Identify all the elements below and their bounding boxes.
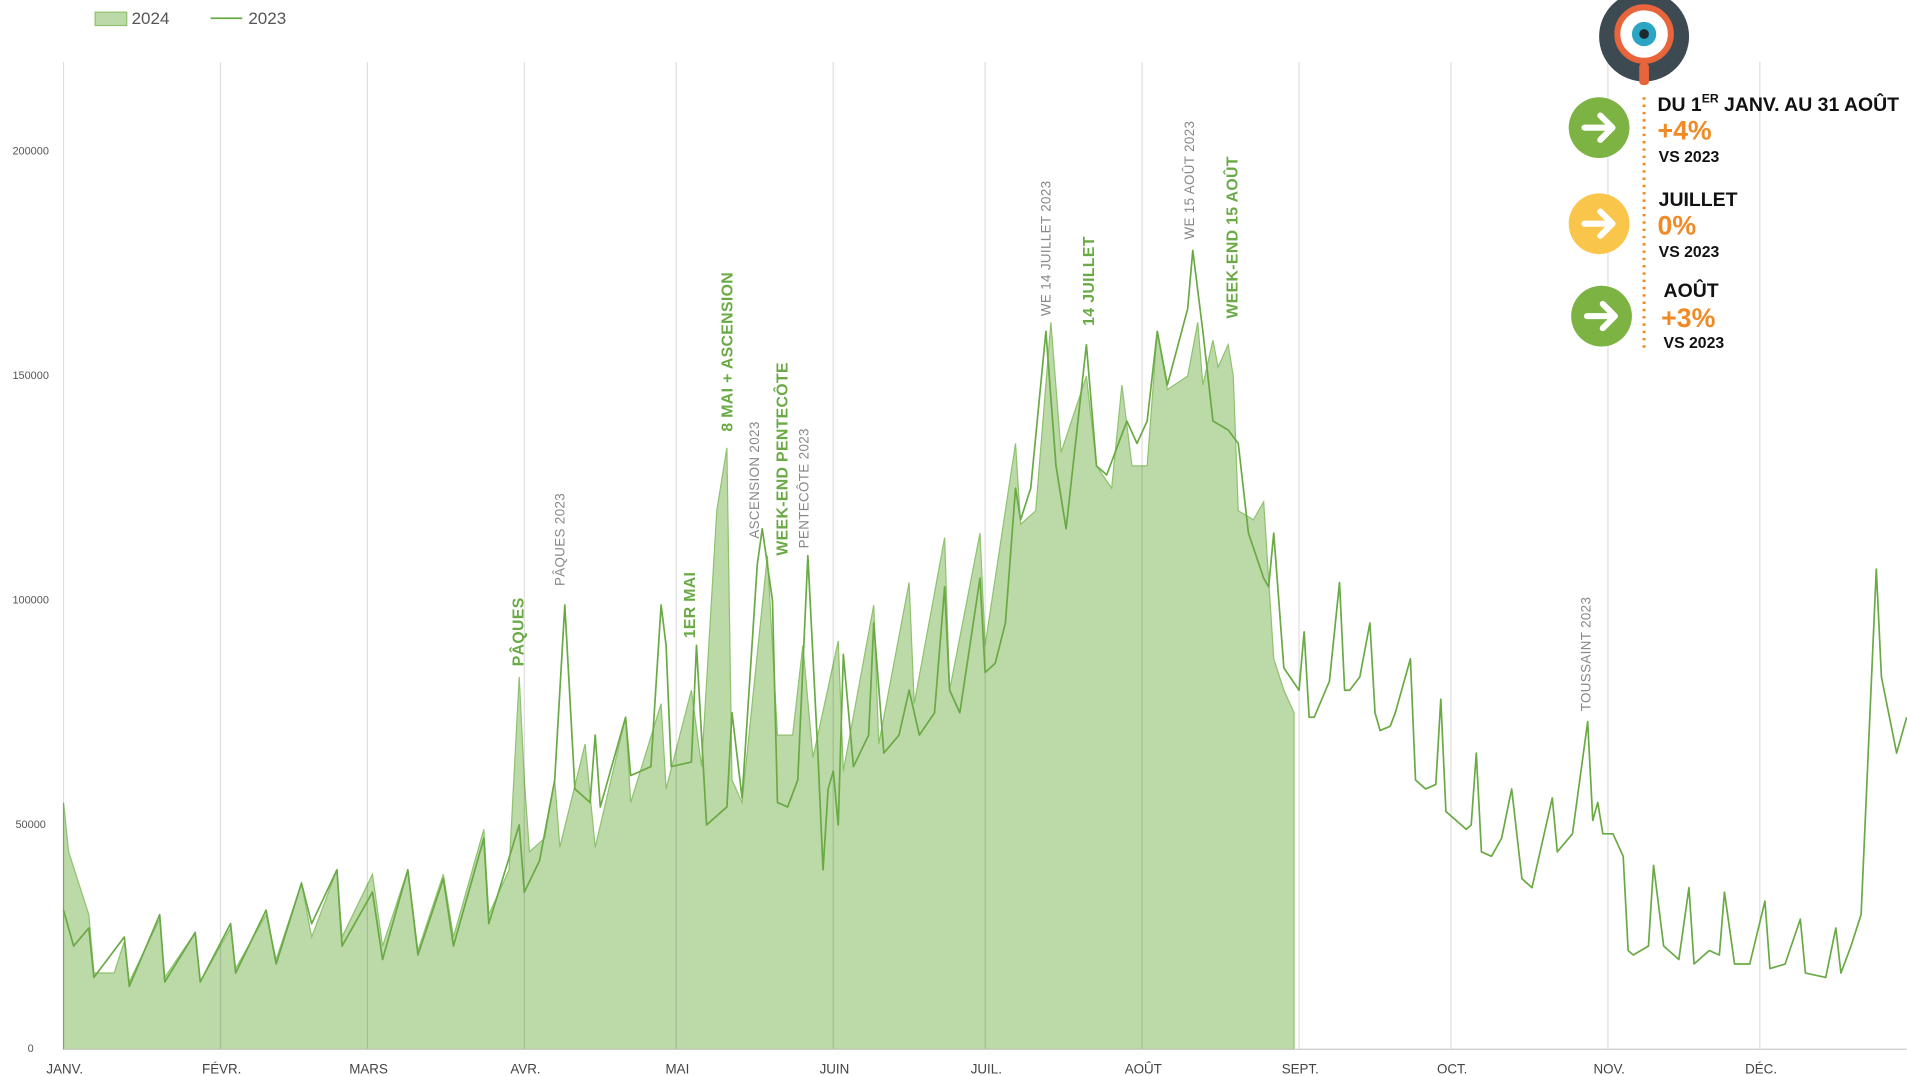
panel-heading: JUILLET bbox=[1659, 189, 1738, 211]
legend-label: 2024 bbox=[132, 9, 170, 28]
annotation: PÂQUES bbox=[509, 597, 528, 666]
panel-vs: VS 2023 bbox=[1659, 149, 1720, 166]
annotation: PÂQUES 2023 bbox=[552, 493, 567, 586]
x-tick-label: JUIL. bbox=[971, 1061, 1002, 1076]
legend-label: 2023 bbox=[248, 9, 286, 28]
eye-icon bbox=[1639, 63, 1649, 86]
panel-heading: DU 1ER JANV. AU 31 AOÛT bbox=[1657, 92, 1899, 116]
kpi-panel: DU 1ER JANV. AU 31 AOÛT +4% VS 2023 JUIL… bbox=[1568, 0, 1899, 353]
x-tick-label: DÉC. bbox=[1745, 1061, 1777, 1076]
y-tick-label: 0 bbox=[28, 1043, 34, 1055]
y-tick-label: 200000 bbox=[12, 146, 49, 158]
y-tick-label: 100000 bbox=[12, 594, 49, 606]
annotation: WEEK-END PENTECÔTE bbox=[772, 362, 791, 556]
annotation: WE 14 JUILLET 2023 bbox=[1039, 181, 1054, 317]
annotation: TOUSSAINT 2023 bbox=[1578, 597, 1593, 712]
x-tick-label: FÉVR. bbox=[202, 1061, 241, 1076]
y-tick-label: 150000 bbox=[12, 370, 49, 382]
y-tick-label: 50000 bbox=[15, 819, 45, 831]
x-tick-label: NOV. bbox=[1593, 1061, 1624, 1076]
panel-vs: VS 2023 bbox=[1659, 244, 1720, 261]
annotation: 1ER MAI bbox=[682, 572, 699, 639]
panel-vs: VS 2023 bbox=[1664, 335, 1725, 352]
panel-change: +4% bbox=[1657, 116, 1711, 146]
annotation: WE 15 AOÛT 2023 bbox=[1182, 121, 1197, 240]
x-tick-label: OCT. bbox=[1437, 1061, 1467, 1076]
annotation: ASCENSION 2023 bbox=[747, 421, 762, 538]
annotation: WEEK-END 15 AOÛT bbox=[1222, 156, 1241, 318]
x-tick-label: AVR. bbox=[510, 1061, 540, 1076]
annotation: 8 MAI + ASCENSION bbox=[720, 272, 737, 432]
arrow-icon bbox=[1581, 112, 1616, 143]
x-tick-label: MAI bbox=[666, 1061, 690, 1076]
x-tick-label: AOÛT bbox=[1125, 1061, 1162, 1076]
panel-change: +3% bbox=[1661, 303, 1715, 333]
x-tick-label: SEPT. bbox=[1282, 1061, 1319, 1076]
line bbox=[62, 249, 1907, 988]
x-tick-label: JANV. bbox=[46, 1061, 83, 1076]
annotation: PENTECÔTE 2023 bbox=[797, 428, 812, 548]
arrow-icon bbox=[1581, 208, 1616, 239]
x-tick-label: JUIN bbox=[820, 1061, 850, 1076]
annotation: 14 JUILLET bbox=[1081, 236, 1098, 326]
eye-icon bbox=[1639, 29, 1649, 39]
arrow-icon bbox=[1583, 300, 1618, 332]
panel-change: 0% bbox=[1657, 210, 1696, 240]
area bbox=[62, 322, 1295, 1050]
plot-area: 2024 2023 0 50000 100000 150000 200000 JANV. FÉV… bbox=[12, 9, 1907, 1076]
panel-heading: AOÛT bbox=[1664, 278, 1719, 302]
legend: 2024 2023 bbox=[94, 9, 286, 28]
legend-swatch bbox=[94, 11, 128, 27]
x-tick-label: MARS bbox=[349, 1061, 388, 1076]
